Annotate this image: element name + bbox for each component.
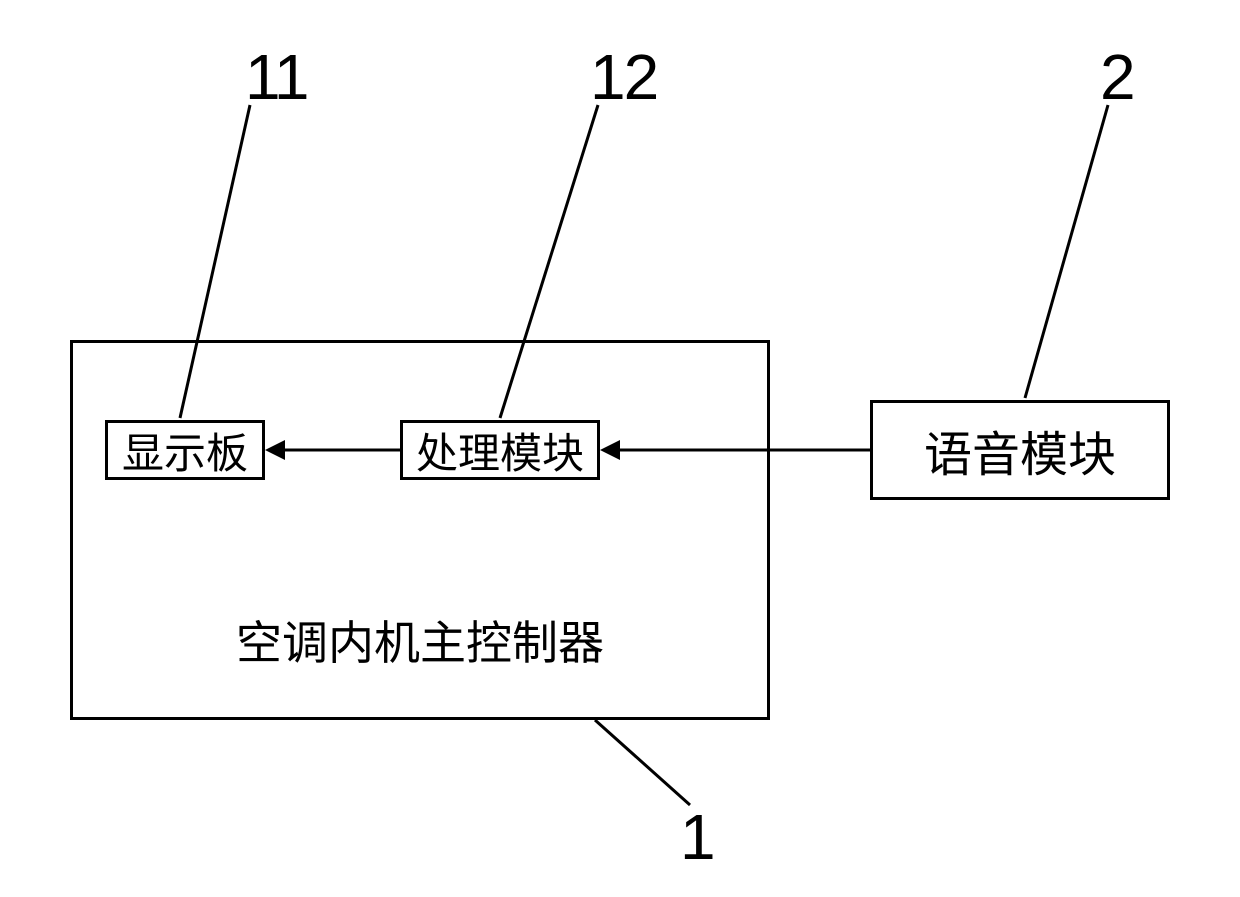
processor-box: 处理模块 <box>400 420 600 480</box>
display-label: 显示板 <box>122 420 248 481</box>
diagram-canvas: 空调内机主控制器 显示板 处理模块 语音模块 11 12 2 1 <box>0 0 1240 897</box>
ref-label-12: 12 <box>590 40 657 114</box>
voice-box: 语音模块 <box>870 400 1170 500</box>
ref-label-11: 11 <box>245 40 307 114</box>
ref-label-1: 1 <box>680 800 714 874</box>
controller-box: 空调内机主控制器 <box>70 340 770 720</box>
ref-label-2: 2 <box>1100 40 1134 114</box>
controller-label: 空调内机主控制器 <box>236 607 604 673</box>
processor-label: 处理模块 <box>416 420 584 481</box>
voice-label: 语音模块 <box>924 415 1116 485</box>
display-box: 显示板 <box>105 420 265 480</box>
